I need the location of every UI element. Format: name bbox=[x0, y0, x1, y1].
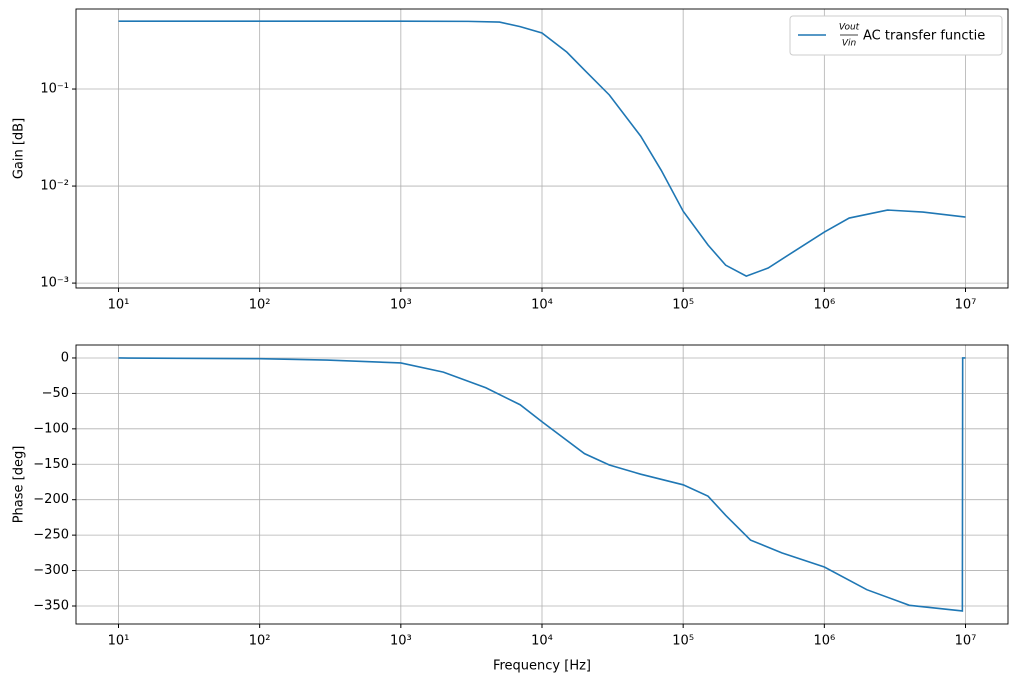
x-tick-label: 10⁴ bbox=[531, 634, 553, 649]
y-tick-label: −100 bbox=[33, 421, 69, 436]
y-tick-label: −150 bbox=[33, 457, 69, 472]
x-tick-label: 10⁵ bbox=[672, 298, 694, 313]
axes-frame bbox=[75, 8, 1009, 289]
x-tick-label: 10⁶ bbox=[813, 634, 835, 649]
x-tick-label: 10⁵ bbox=[672, 634, 694, 649]
y-tick-label: 0 bbox=[61, 350, 69, 365]
data-line bbox=[118, 357, 966, 612]
legend-denominator: Vin bbox=[842, 39, 857, 49]
y-tick-label: 10⁻² bbox=[40, 179, 69, 194]
x-tick-label: 10² bbox=[249, 298, 271, 313]
y-tick-label: −300 bbox=[33, 563, 69, 578]
y-tick-label: 10⁻¹ bbox=[40, 82, 69, 97]
x-tick-label: 10³ bbox=[390, 634, 412, 649]
y-tick-label: −250 bbox=[33, 528, 69, 543]
x-tick-label: 10² bbox=[249, 634, 271, 649]
legend-numerator: Vout bbox=[839, 23, 860, 33]
data-line bbox=[118, 20, 966, 277]
legend-label: AC transfer functie bbox=[863, 29, 985, 44]
x-tick-label: 10⁷ bbox=[955, 298, 977, 313]
legend: Vout Vin AC transfer functie bbox=[789, 15, 1003, 56]
axes-frame bbox=[75, 344, 1009, 625]
x-tick-label: 10³ bbox=[390, 298, 412, 313]
y-tick-label: −50 bbox=[42, 386, 69, 401]
legend-box bbox=[789, 15, 1003, 56]
x-tick-label: 10⁷ bbox=[955, 634, 977, 649]
y-axis-label: Phase [deg] bbox=[12, 446, 27, 524]
x-tick-label: 10¹ bbox=[108, 298, 130, 313]
x-axis-label: Frequency [Hz] bbox=[493, 659, 591, 674]
y-tick-label: −350 bbox=[33, 599, 69, 614]
x-tick-label: 10⁴ bbox=[531, 298, 553, 313]
x-tick-label: 10¹ bbox=[108, 634, 130, 649]
y-tick-label: −200 bbox=[33, 492, 69, 507]
y-axis-label: Gain [dB] bbox=[12, 118, 27, 179]
x-tick-label: 10⁶ bbox=[813, 298, 835, 313]
y-tick-label: 10⁻³ bbox=[40, 276, 69, 291]
